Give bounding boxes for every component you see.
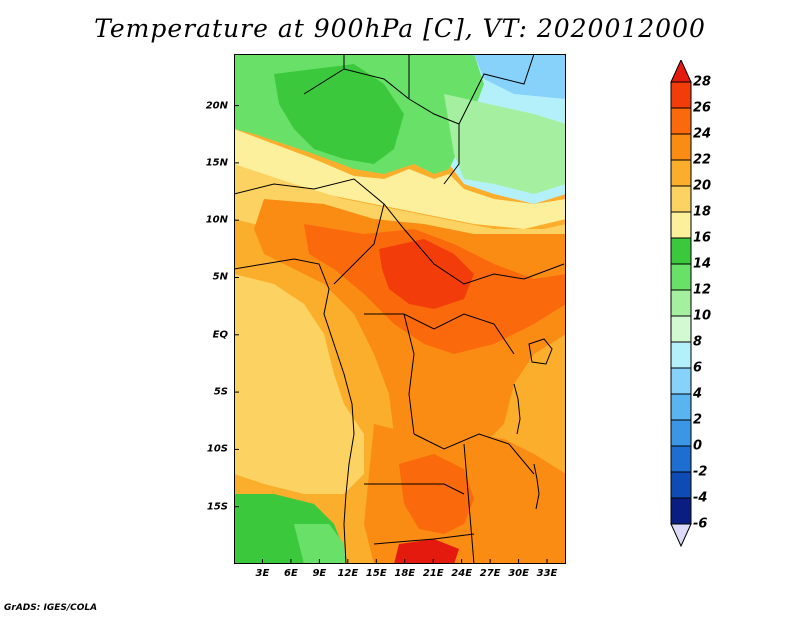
colorbar-box bbox=[670, 211, 692, 239]
colorbar-label: 0 bbox=[693, 438, 703, 454]
colorbar-label: 16 bbox=[693, 230, 712, 246]
colorbar-bottom-arrow bbox=[670, 523, 692, 548]
field-south-26c bbox=[399, 454, 474, 534]
west-coastline bbox=[234, 258, 355, 564]
lon-tick-label: 30E bbox=[508, 568, 529, 579]
colorbar bbox=[670, 60, 692, 548]
colorbar-box bbox=[670, 237, 692, 265]
colorbar-label: 14 bbox=[693, 256, 712, 272]
lat-tick-label: 5S bbox=[213, 386, 228, 398]
lon-tick-label: 24E bbox=[451, 568, 473, 579]
field-28c-core bbox=[379, 239, 474, 309]
colorbar-box bbox=[670, 367, 692, 395]
colorbar-box bbox=[670, 263, 692, 291]
lon-tick-label: 15E bbox=[365, 568, 387, 579]
colorbar-box bbox=[670, 185, 692, 213]
lake-malawi bbox=[533, 463, 540, 510]
colorbar-label: 20 bbox=[693, 178, 712, 194]
field-green-sw-light bbox=[294, 524, 346, 564]
colorbar-box bbox=[670, 393, 692, 421]
colorbar-label: 10 bbox=[693, 308, 712, 324]
colorbar-label: 8 bbox=[693, 334, 703, 350]
map-frame bbox=[234, 54, 566, 564]
lat-tick-label: 5N bbox=[212, 271, 228, 283]
colorbar-box bbox=[670, 159, 692, 187]
temperature-map bbox=[234, 54, 566, 564]
colorbar-label: 18 bbox=[693, 204, 712, 220]
colorbar-label: 12 bbox=[693, 282, 712, 298]
field-16c bbox=[234, 129, 566, 229]
coastlines bbox=[234, 54, 565, 564]
colorbar-box bbox=[670, 315, 692, 343]
colorbar-box bbox=[670, 133, 692, 161]
colorbar-top-arrow bbox=[670, 60, 692, 83]
lat-tick-label: 20N bbox=[205, 100, 228, 112]
lat-tick-label: 15N bbox=[205, 157, 228, 169]
lon-tick-label: 21E bbox=[422, 568, 444, 579]
lon-tick-marks bbox=[261, 559, 548, 564]
lon-tick-label: 27E bbox=[479, 568, 501, 579]
lake-tanganyika bbox=[513, 383, 521, 435]
lat-tick-marks bbox=[234, 105, 239, 508]
colorbar-box bbox=[670, 81, 692, 109]
colorbar-label: -4 bbox=[693, 490, 708, 506]
colorbar-label: 22 bbox=[693, 152, 712, 168]
colorbar-label: 4 bbox=[693, 386, 703, 402]
lon-tick-label: 12E bbox=[337, 568, 359, 579]
lat-tick-label: 10S bbox=[206, 443, 228, 455]
lon-tick-label: 18E bbox=[394, 568, 416, 579]
field-south-28c bbox=[394, 539, 459, 564]
colorbar-box bbox=[670, 497, 692, 525]
field-green-dark bbox=[274, 64, 404, 164]
lat-tick-label: EQ bbox=[212, 329, 228, 341]
chart-title: Temperature at 900hPa [C], VT: 202001200… bbox=[94, 14, 706, 43]
colorbar-label: 2 bbox=[693, 412, 703, 428]
credit-text: GrADS: IGES/COLA bbox=[4, 603, 98, 613]
lat-tick-label: 10N bbox=[205, 214, 228, 226]
border-lines bbox=[234, 54, 565, 564]
colorbar-label: 24 bbox=[693, 126, 712, 142]
lat-tick-label: 15S bbox=[206, 501, 228, 513]
colorbar-box bbox=[670, 107, 692, 135]
lon-tick-label: 9E bbox=[312, 568, 327, 579]
lake-victoria bbox=[528, 338, 553, 365]
colorbar-label: 28 bbox=[693, 74, 712, 90]
lon-tick-label: 33E bbox=[536, 568, 558, 579]
colorbar-box bbox=[670, 341, 692, 369]
field-green-light-ne bbox=[444, 94, 566, 194]
colorbar-box bbox=[670, 289, 692, 317]
colorbar-label: -6 bbox=[693, 516, 708, 532]
field-west-coast bbox=[234, 274, 364, 494]
colorbar-box bbox=[670, 471, 692, 499]
lon-tick-label: 6E bbox=[284, 568, 298, 579]
colorbar-box bbox=[670, 445, 692, 473]
field-8c bbox=[474, 54, 566, 99]
colorbar-label: 26 bbox=[693, 100, 712, 116]
colorbar-label: 6 bbox=[693, 360, 703, 376]
colorbar-label: -2 bbox=[693, 464, 708, 480]
lon-tick-label: 3E bbox=[255, 568, 270, 579]
colorbar-box bbox=[670, 419, 692, 447]
